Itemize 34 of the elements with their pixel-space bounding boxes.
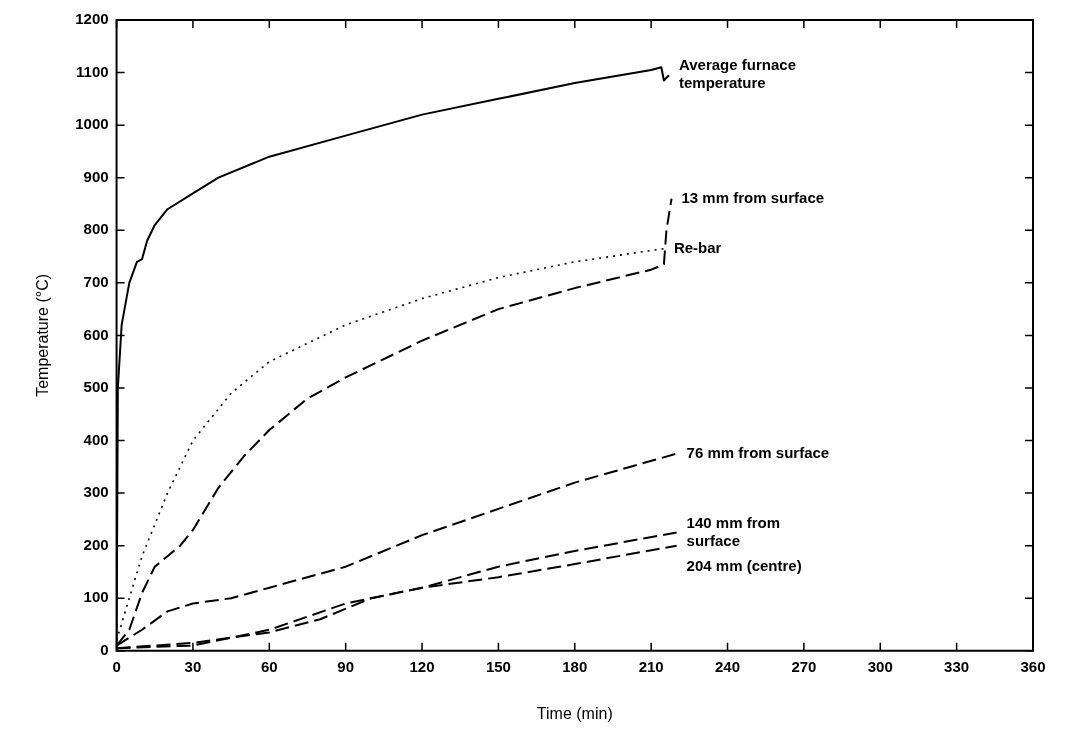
x-axis-title: Time (min) bbox=[536, 704, 613, 722]
x-tick-label: 90 bbox=[337, 657, 355, 675]
y-tick-label: 900 bbox=[83, 167, 109, 185]
y-tick-label: 300 bbox=[83, 483, 109, 501]
series-label: 76 mm from surface bbox=[686, 443, 830, 461]
x-tick-label: 360 bbox=[1020, 657, 1046, 675]
y-tick-label: 200 bbox=[83, 535, 109, 553]
x-tick-label: 210 bbox=[638, 657, 664, 675]
y-tick-label: 100 bbox=[83, 588, 109, 606]
series-label: 140 mm from surface bbox=[686, 513, 780, 549]
y-tick-label: 1200 bbox=[75, 10, 109, 28]
y-tick-label: 700 bbox=[83, 272, 109, 290]
y-tick-label: 600 bbox=[83, 325, 109, 343]
y-tick-label: 1000 bbox=[75, 115, 109, 133]
y-tick-label: 800 bbox=[83, 220, 109, 238]
x-tick-label: 300 bbox=[867, 657, 893, 675]
x-tick-label: 150 bbox=[485, 657, 511, 675]
x-tick-label: 240 bbox=[715, 657, 741, 675]
x-tick-label: 60 bbox=[260, 657, 278, 675]
y-axis-title: Temperature (°C) bbox=[34, 273, 52, 397]
y-tick-label: 1100 bbox=[76, 62, 109, 80]
series-label: Re-bar bbox=[673, 238, 722, 256]
x-tick-label: 330 bbox=[944, 657, 970, 675]
series-label: 13 mm from surface bbox=[681, 188, 825, 206]
series-label: 204 mm (centre) bbox=[686, 556, 802, 574]
x-tick-label: 270 bbox=[791, 657, 817, 675]
x-tick-label: 180 bbox=[562, 657, 588, 675]
x-tick-label: 0 bbox=[112, 657, 121, 675]
x-tick-label: 120 bbox=[409, 657, 435, 675]
y-tick-label: 500 bbox=[83, 378, 109, 396]
series-label: Average furnace temperature bbox=[678, 56, 796, 92]
y-tick-label: 0 bbox=[100, 640, 109, 658]
y-tick-label: 400 bbox=[83, 430, 109, 448]
x-tick-label: 30 bbox=[184, 657, 202, 675]
